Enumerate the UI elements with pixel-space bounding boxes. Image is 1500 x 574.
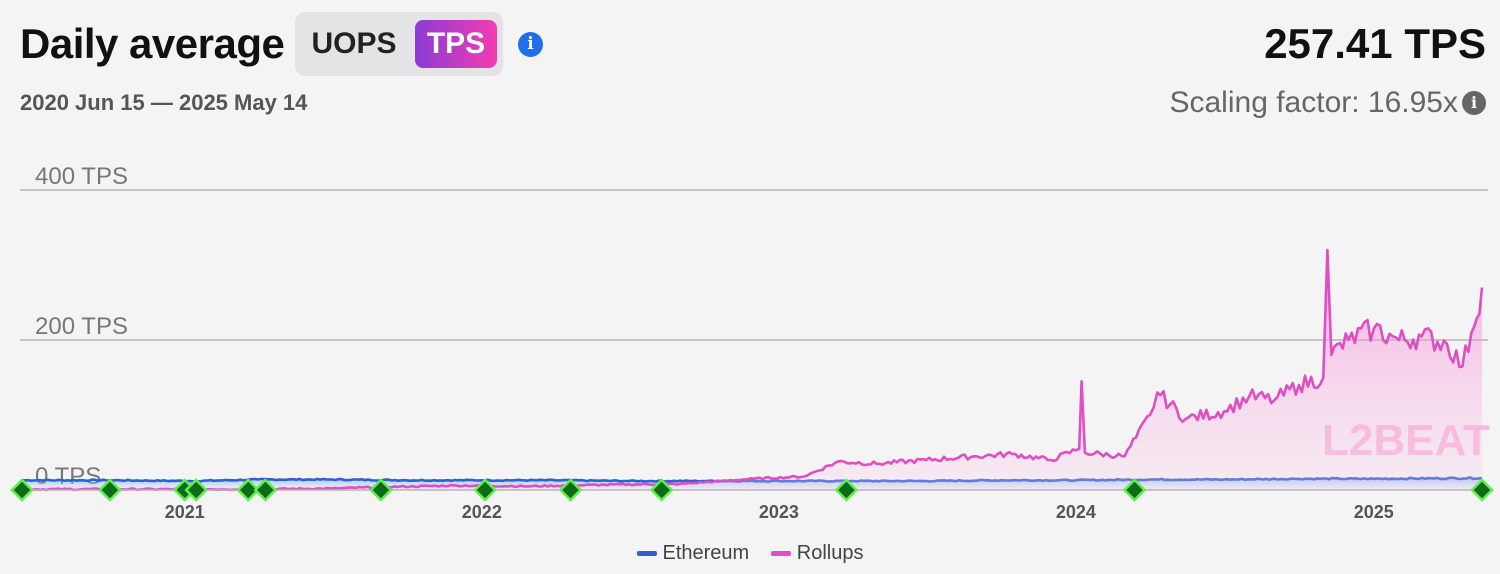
y-tick-label: 200 TPS: [35, 313, 128, 340]
info-icon[interactable]: i: [518, 32, 543, 57]
event-markers: [10, 478, 1494, 502]
series-areas: [20, 248, 1488, 492]
event-marker[interactable]: [473, 478, 497, 502]
event-marker[interactable]: [558, 478, 583, 502]
x-tick-label: 2024: [1056, 502, 1096, 522]
event-marker[interactable]: [369, 478, 393, 502]
event-marker[interactable]: [236, 478, 261, 502]
legend-swatch-rollups: [770, 551, 791, 557]
event-marker[interactable]: [1470, 478, 1494, 502]
event-marker[interactable]: [1122, 478, 1147, 502]
metric-toggle: UOPS TPS: [295, 12, 503, 76]
legend-label-ethereum: Ethereum: [662, 542, 750, 564]
tps-toggle-button[interactable]: TPS: [415, 20, 497, 68]
x-tick-label: 2023: [759, 502, 799, 522]
rollups-area: [22, 250, 1482, 490]
uops-toggle-button[interactable]: UOPS: [311, 27, 397, 60]
event-marker[interactable]: [253, 478, 278, 502]
legend-swatch-ethereum: [636, 551, 657, 557]
scaling-factor: Scaling factor: 16.95x: [1169, 86, 1458, 119]
legend-item-ethereum[interactable]: Ethereum: [636, 542, 750, 565]
event-marker[interactable]: [10, 478, 34, 502]
legend-label-rollups: Rollups: [796, 542, 864, 564]
x-axis-ticks: 2021 2022 2023 2024 2025: [165, 502, 1394, 522]
x-tick-label: 2021: [165, 502, 205, 522]
x-tick-label: 2025: [1354, 502, 1394, 522]
event-marker[interactable]: [834, 478, 859, 502]
event-marker[interactable]: [184, 478, 208, 502]
current-value: 257.41 TPS: [1264, 20, 1486, 67]
chart-header: Daily average UOPS TPS i 2020 Jun 15 — 2…: [20, 12, 1486, 122]
x-tick-label: 2022: [462, 502, 502, 522]
date-range: 2020 Jun 15 — 2025 May 14: [20, 90, 308, 115]
event-marker[interactable]: [649, 478, 674, 502]
scaling-info-icon[interactable]: i: [1462, 91, 1486, 115]
y-tick-label: 400 TPS: [35, 163, 128, 190]
event-marker[interactable]: [98, 478, 122, 502]
chart-legend: Ethereum Rollups: [0, 542, 1500, 565]
chart-title: Daily average: [20, 20, 285, 67]
legend-item-rollups[interactable]: Rollups: [770, 542, 864, 565]
